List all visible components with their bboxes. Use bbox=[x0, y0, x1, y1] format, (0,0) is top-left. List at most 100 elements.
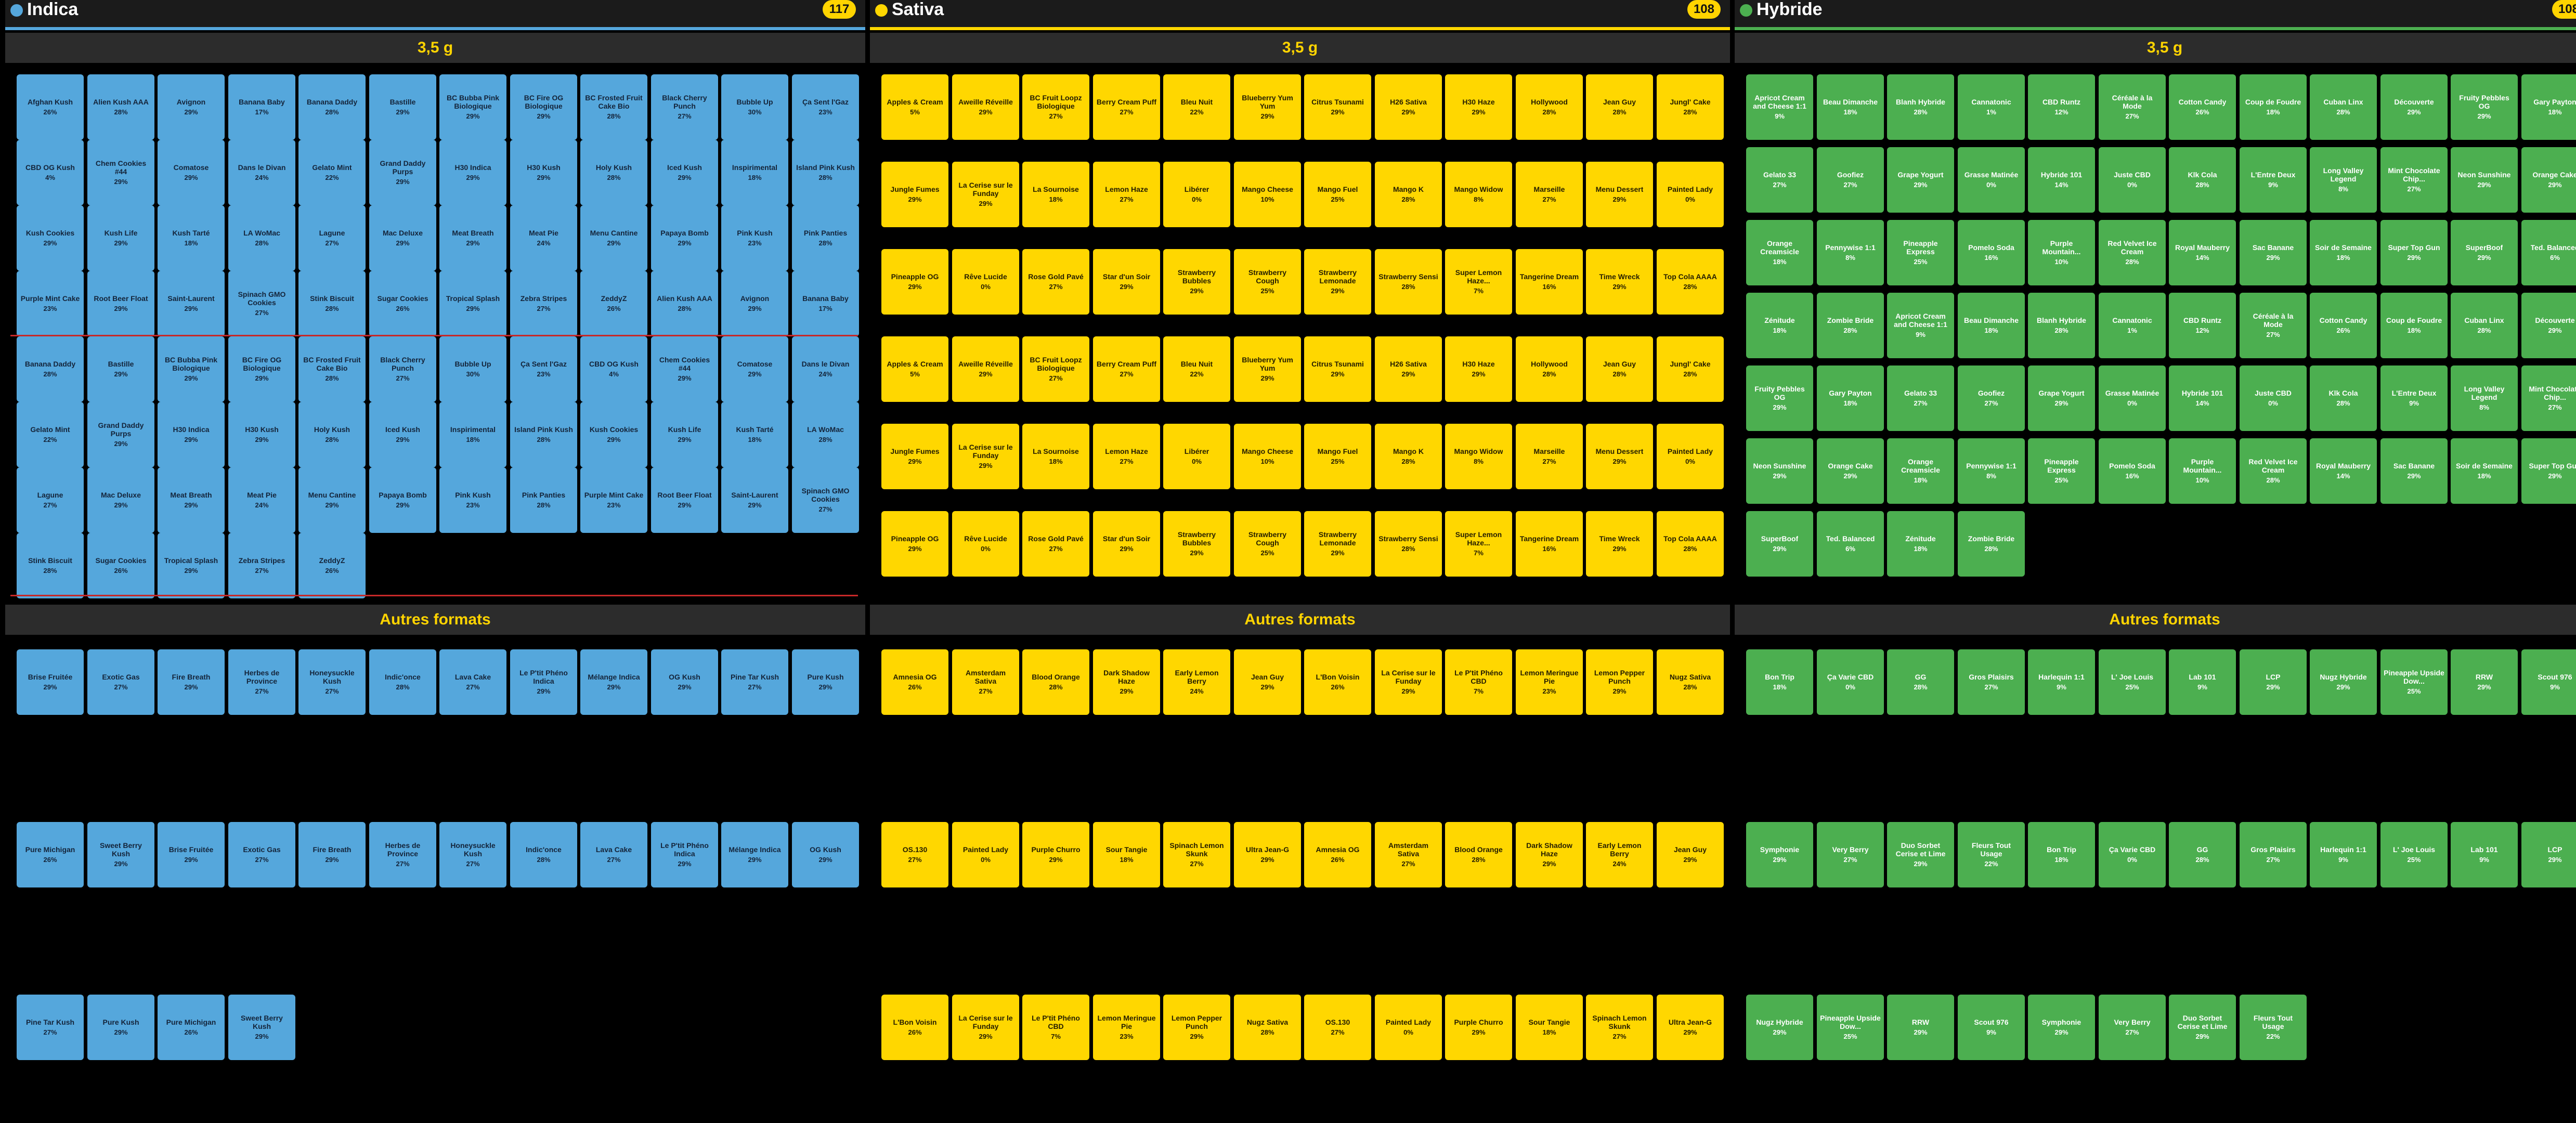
product-tile-fruity-pebbles-og[interactable]: Fruity Pebbles OG 29% bbox=[2451, 74, 2518, 140]
product-tile-cuban-linx[interactable]: Cuban Linx 28% bbox=[2310, 74, 2377, 140]
product-tile-gelato-33[interactable]: Gelato 33 27% bbox=[1746, 147, 1813, 213]
product-tile-kush-cookies[interactable]: Kush Cookies 29% bbox=[580, 402, 647, 467]
product-tile-royal-mauberry[interactable]: Royal Mauberry 14% bbox=[2310, 438, 2377, 504]
product-tile-avignon[interactable]: Avignon 29% bbox=[721, 271, 788, 336]
product-tile-zombie-bride[interactable]: Zombie Bride 28% bbox=[1817, 293, 1884, 358]
product-tile-lemon-pepper-punch[interactable]: Lemon Pepper Punch 29% bbox=[1586, 649, 1653, 715]
product-tile-orange-creamsicle[interactable]: Orange Creamsicle 18% bbox=[1746, 220, 1813, 285]
product-tile-purple-churro[interactable]: Purple Churro 29% bbox=[1022, 822, 1089, 887]
product-tile-kush-tarte[interactable]: Kush Tarté 18% bbox=[721, 402, 788, 467]
product-tile-cbd-og-kush[interactable]: CBD OG Kush 4% bbox=[17, 140, 84, 205]
product-tile-og-kush[interactable]: OG Kush 29% bbox=[651, 649, 718, 715]
product-tile-exotic-gas[interactable]: Exotic Gas 27% bbox=[228, 822, 295, 887]
product-tile-lagune[interactable]: Lagune 27% bbox=[298, 205, 366, 271]
product-tile-jean-guy[interactable]: Jean Guy 29% bbox=[1657, 822, 1724, 887]
product-tile-apricot-cream-and-cheese-1-1[interactable]: Apricot Cream and Cheese 1:1 9% bbox=[1746, 74, 1813, 140]
product-tile-saint-laurent[interactable]: Saint-Laurent 29% bbox=[721, 467, 788, 533]
product-tile-la-womac[interactable]: LA WoMac 28% bbox=[792, 402, 859, 467]
product-tile-cannatonic[interactable]: Cannatonic 1% bbox=[1958, 74, 2025, 140]
product-tile-cbd-runtz[interactable]: CBD Runtz 12% bbox=[2169, 293, 2236, 358]
product-tile-marseille[interactable]: Marseille 27% bbox=[1516, 162, 1583, 227]
product-tile-fire-breath[interactable]: Fire Breath 29% bbox=[158, 649, 225, 715]
product-tile-ca-sent-l-gaz[interactable]: Ça Sent l'Gaz 23% bbox=[510, 336, 577, 402]
product-tile-decouverte[interactable]: Découverte 29% bbox=[2521, 293, 2576, 358]
product-tile-stink-biscuit[interactable]: Stink Biscuit 28% bbox=[298, 271, 366, 336]
product-tile-hybride-101[interactable]: Hybride 101 14% bbox=[2169, 365, 2236, 431]
product-tile-gary-payton[interactable]: Gary Payton 18% bbox=[2521, 74, 2576, 140]
product-tile-mango-widow[interactable]: Mango Widow 8% bbox=[1445, 162, 1512, 227]
product-tile-super-lemon-haze[interactable]: Super Lemon Haze... 7% bbox=[1445, 249, 1512, 315]
product-tile-apples-cream[interactable]: Apples & Cream 5% bbox=[881, 74, 948, 140]
product-tile-le-p-tit-pheno-cbd[interactable]: Le P'tit Phéno CBD 7% bbox=[1022, 995, 1089, 1060]
product-tile-le-p-tit-pheno-cbd[interactable]: Le P'tit Phéno CBD 7% bbox=[1445, 649, 1512, 715]
product-tile-l-entre-deux[interactable]: L'Entre Deux 9% bbox=[2380, 365, 2448, 431]
product-tile-scout-976[interactable]: Scout 976 9% bbox=[1958, 995, 2025, 1060]
product-tile-sugar-cookies[interactable]: Sugar Cookies 26% bbox=[87, 533, 154, 598]
product-tile-purple-mint-cake[interactable]: Purple Mint Cake 23% bbox=[17, 271, 84, 336]
product-tile-os-130[interactable]: OS.130 27% bbox=[881, 822, 948, 887]
product-tile-strawberry-sensi[interactable]: Strawberry Sensi 28% bbox=[1375, 511, 1442, 577]
product-tile-saint-laurent[interactable]: Saint-Laurent 29% bbox=[158, 271, 225, 336]
product-tile-gg[interactable]: GG 28% bbox=[1887, 649, 1954, 715]
product-tile-neon-sunshine[interactable]: Neon Sunshine 29% bbox=[2451, 147, 2518, 213]
product-tile-gg[interactable]: GG 28% bbox=[2169, 822, 2236, 887]
product-tile-ca-sent-l-gaz[interactable]: Ça Sent l'Gaz 23% bbox=[792, 74, 859, 140]
product-tile-blueberry-yum-yum[interactable]: Blueberry Yum Yum 29% bbox=[1234, 74, 1301, 140]
product-tile-menu-dessert[interactable]: Menu Dessert 29% bbox=[1586, 162, 1653, 227]
product-tile-grasse-matinee[interactable]: Grasse Matinée 0% bbox=[1958, 147, 2025, 213]
product-tile-jean-guy[interactable]: Jean Guy 28% bbox=[1586, 74, 1653, 140]
product-tile-early-lemon-berry[interactable]: Early Lemon Berry 24% bbox=[1163, 649, 1230, 715]
product-tile-strawberry-bubbles[interactable]: Strawberry Bubbles 29% bbox=[1163, 249, 1230, 315]
product-tile-indic-once[interactable]: Indic'once 28% bbox=[369, 649, 436, 715]
product-tile-bc-fire-og-biologique[interactable]: BC Fire OG Biologique 29% bbox=[510, 74, 577, 140]
product-tile-mango-k[interactable]: Mango K 28% bbox=[1375, 424, 1442, 489]
product-tile-herbes-de-province[interactable]: Herbes de Province 27% bbox=[228, 649, 295, 715]
product-tile-nugz-sativa[interactable]: Nugz Sativa 28% bbox=[1234, 995, 1301, 1060]
product-tile-lcp[interactable]: LCP 29% bbox=[2240, 649, 2307, 715]
product-tile-mango-widow[interactable]: Mango Widow 8% bbox=[1445, 424, 1512, 489]
product-tile-cbd-og-kush[interactable]: CBD OG Kush 4% bbox=[580, 336, 647, 402]
product-tile-comatose[interactable]: Comatose 29% bbox=[721, 336, 788, 402]
product-tile-rrw[interactable]: RRW 29% bbox=[2451, 649, 2518, 715]
product-tile-holy-kush[interactable]: Holy Kush 28% bbox=[580, 140, 647, 205]
product-tile-goofiez[interactable]: Goofiez 27% bbox=[1817, 147, 1884, 213]
product-tile-berry-cream-puff[interactable]: Berry Cream Puff 27% bbox=[1093, 336, 1160, 402]
product-tile-black-cherry-punch[interactable]: Black Cherry Punch 27% bbox=[369, 336, 436, 402]
product-tile-dans-le-divan[interactable]: Dans le Divan 24% bbox=[228, 140, 295, 205]
product-tile-spinach-gmo-cookies[interactable]: Spinach GMO Cookies 27% bbox=[228, 271, 295, 336]
product-tile-avignon[interactable]: Avignon 29% bbox=[158, 74, 225, 140]
product-tile-spinach-lemon-skunk[interactable]: Spinach Lemon Skunk 27% bbox=[1586, 995, 1653, 1060]
product-tile-melange-indica[interactable]: Mélange Indica 29% bbox=[580, 649, 647, 715]
product-tile-reve-lucide[interactable]: Rêve Lucide 0% bbox=[952, 511, 1019, 577]
product-tile-scout-976[interactable]: Scout 976 9% bbox=[2521, 649, 2576, 715]
product-tile-lemon-haze[interactable]: Lemon Haze 27% bbox=[1093, 424, 1160, 489]
product-tile-gelato-mint[interactable]: Gelato Mint 22% bbox=[298, 140, 366, 205]
product-tile-bc-fruit-loopz-biologique[interactable]: BC Fruit Loopz Biologique 27% bbox=[1022, 74, 1089, 140]
product-tile-mango-cheese[interactable]: Mango Cheese 10% bbox=[1234, 162, 1301, 227]
product-tile-og-kush[interactable]: OG Kush 29% bbox=[792, 822, 859, 887]
product-tile-honeysuckle-kush[interactable]: Honeysuckle Kush 27% bbox=[439, 822, 506, 887]
product-tile-sour-tangie[interactable]: Sour Tangie 18% bbox=[1516, 995, 1583, 1060]
product-tile-chem-cookies-44[interactable]: Chem Cookies #44 29% bbox=[651, 336, 718, 402]
product-tile-la-sournoise[interactable]: La Sournoise 18% bbox=[1022, 162, 1089, 227]
product-tile-h30-kush[interactable]: H30 Kush 29% bbox=[228, 402, 295, 467]
product-tile-soir-de-semaine[interactable]: Soir de Semaine 18% bbox=[2310, 220, 2377, 285]
product-tile-gelato-33[interactable]: Gelato 33 27% bbox=[1887, 365, 1954, 431]
product-tile-pure-michigan[interactable]: Pure Michigan 26% bbox=[17, 822, 84, 887]
product-tile-bc-bubba-pink-biologique[interactable]: BC Bubba Pink Biologique 29% bbox=[439, 74, 506, 140]
product-tile-ca-varie-cbd[interactable]: Ça Varie CBD 0% bbox=[2099, 822, 2166, 887]
product-tile-sugar-cookies[interactable]: Sugar Cookies 26% bbox=[369, 271, 436, 336]
product-tile-ca-varie-cbd[interactable]: Ça Varie CBD 0% bbox=[1817, 649, 1884, 715]
product-tile-la-cerise-sur-le-funday[interactable]: La Cerise sur le Funday 29% bbox=[952, 424, 1019, 489]
product-tile-tangerine-dream[interactable]: Tangerine Dream 16% bbox=[1516, 249, 1583, 315]
product-tile-pineapple-og[interactable]: Pineapple OG 29% bbox=[881, 511, 948, 577]
product-tile-mango-cheese[interactable]: Mango Cheese 10% bbox=[1234, 424, 1301, 489]
product-tile-painted-lady[interactable]: Painted Lady 0% bbox=[1657, 424, 1724, 489]
product-tile-mint-chocolate-chip[interactable]: Mint Chocolate Chip... 27% bbox=[2380, 147, 2448, 213]
product-tile-pineapple-og[interactable]: Pineapple OG 29% bbox=[881, 249, 948, 315]
product-tile-mango-fuel[interactable]: Mango Fuel 25% bbox=[1304, 424, 1371, 489]
product-tile-tropical-splash[interactable]: Tropical Splash 29% bbox=[439, 271, 506, 336]
product-tile-pink-kush[interactable]: Pink Kush 23% bbox=[439, 467, 506, 533]
product-tile-red-velvet-ice-cream[interactable]: Red Velvet Ice Cream 28% bbox=[2240, 438, 2307, 504]
product-tile-os-130[interactable]: OS.130 27% bbox=[1304, 995, 1371, 1060]
